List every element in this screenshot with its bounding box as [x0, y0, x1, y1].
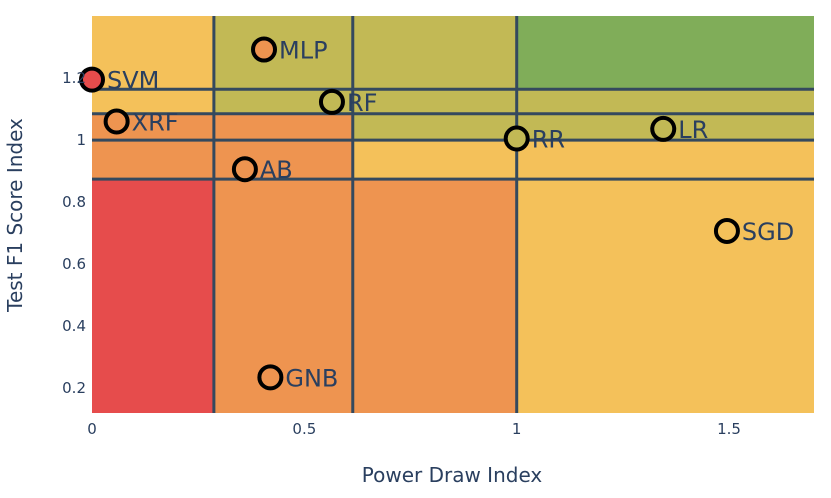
y-tick-label: 0.6 [62, 255, 86, 273]
point-label-rf: RF [347, 89, 377, 117]
region-5 [516, 140, 814, 180]
point-ab [231, 156, 258, 183]
point-xrf [103, 108, 130, 135]
y-tick-label: 0.4 [62, 317, 86, 335]
region-8 [213, 89, 814, 114]
point-gnb [257, 364, 284, 391]
point-label-svm: SVM [107, 67, 159, 95]
y-axis-ticks: 0.2 0.4 0.6 0.8 1 1.2 [62, 69, 86, 397]
x-tick-label: 0 [87, 420, 97, 438]
point-svm [79, 66, 105, 93]
y-axis-title: Test F1 Score Index [3, 118, 27, 313]
region-7 [92, 16, 214, 114]
x-axis-ticks: 0 0.5 1 1.5 [87, 420, 741, 438]
point-label-mlp: MLP [279, 36, 328, 64]
region-2 [516, 179, 814, 413]
background-regions [92, 16, 814, 413]
point-sgd [713, 217, 740, 244]
region-6 [352, 113, 814, 141]
point-label-xrf: XRF [132, 108, 179, 136]
y-tick-label: 0.2 [62, 379, 86, 397]
region-10 [516, 16, 814, 90]
region-3 [92, 113, 353, 180]
data-points: SVM MLP RF XRF AB RR LR SGD GNB [79, 36, 794, 392]
vertical-threshold-lines [212, 16, 519, 413]
horizontal-threshold-lines [92, 87, 814, 181]
region-0 [92, 179, 214, 413]
point-label-ab: AB [260, 156, 293, 184]
y-tick-label: 1 [76, 131, 86, 149]
y-tick-label: 1.2 [62, 69, 86, 87]
point-rr [503, 125, 530, 152]
point-label-rr: RR [532, 126, 565, 154]
x-axis-title: Power Draw Index [362, 463, 543, 487]
x-tick-label: 1 [512, 420, 522, 438]
point-label-lr: LR [678, 116, 708, 144]
point-lr [650, 115, 677, 142]
x-tick-label: 0.5 [292, 420, 316, 438]
x-tick-label: 1.5 [717, 420, 741, 438]
region-4 [352, 140, 517, 180]
point-rf [318, 88, 345, 115]
point-label-sgd: SGD [742, 218, 794, 246]
point-mlp [251, 36, 278, 63]
point-label-gnb: GNB [285, 364, 338, 392]
y-tick-label: 0.8 [62, 193, 86, 211]
